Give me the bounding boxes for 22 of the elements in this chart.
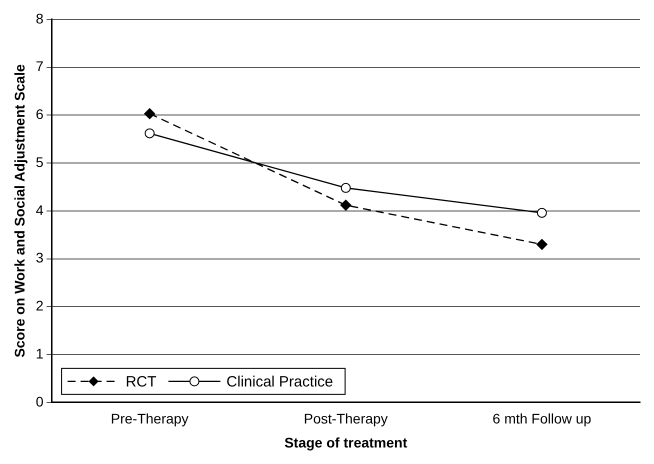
y-tick-label: 7 (36, 58, 44, 74)
point (144, 128, 155, 138)
point (536, 208, 547, 218)
y-tick-label: 5 (36, 154, 44, 170)
y-tick-label: 2 (36, 298, 44, 314)
y-tick-label: 4 (36, 202, 44, 218)
y-tick-label: 1 (36, 345, 44, 362)
legend-label: RCT (126, 374, 156, 391)
point (340, 200, 352, 211)
point (144, 108, 156, 120)
y-axis-title: Score on Work and Social Adjustment Scale (11, 64, 28, 358)
legend-label: Clinical Practice (226, 374, 334, 391)
x-tick-label: 6 mth Follow up (492, 410, 592, 427)
point (536, 238, 548, 250)
point (340, 182, 351, 193)
x-tick-label: Pre-Therapy (110, 410, 189, 427)
x-tick-label: Post-Therapy (304, 410, 388, 427)
x-axis-title: Stage of treatment (284, 434, 408, 450)
y-tick-label: 3 (36, 250, 44, 266)
y-tick-label: 6 (36, 106, 44, 122)
y-tick-label: 8 (36, 10, 44, 26)
y-tick-label: 0 (36, 393, 44, 410)
